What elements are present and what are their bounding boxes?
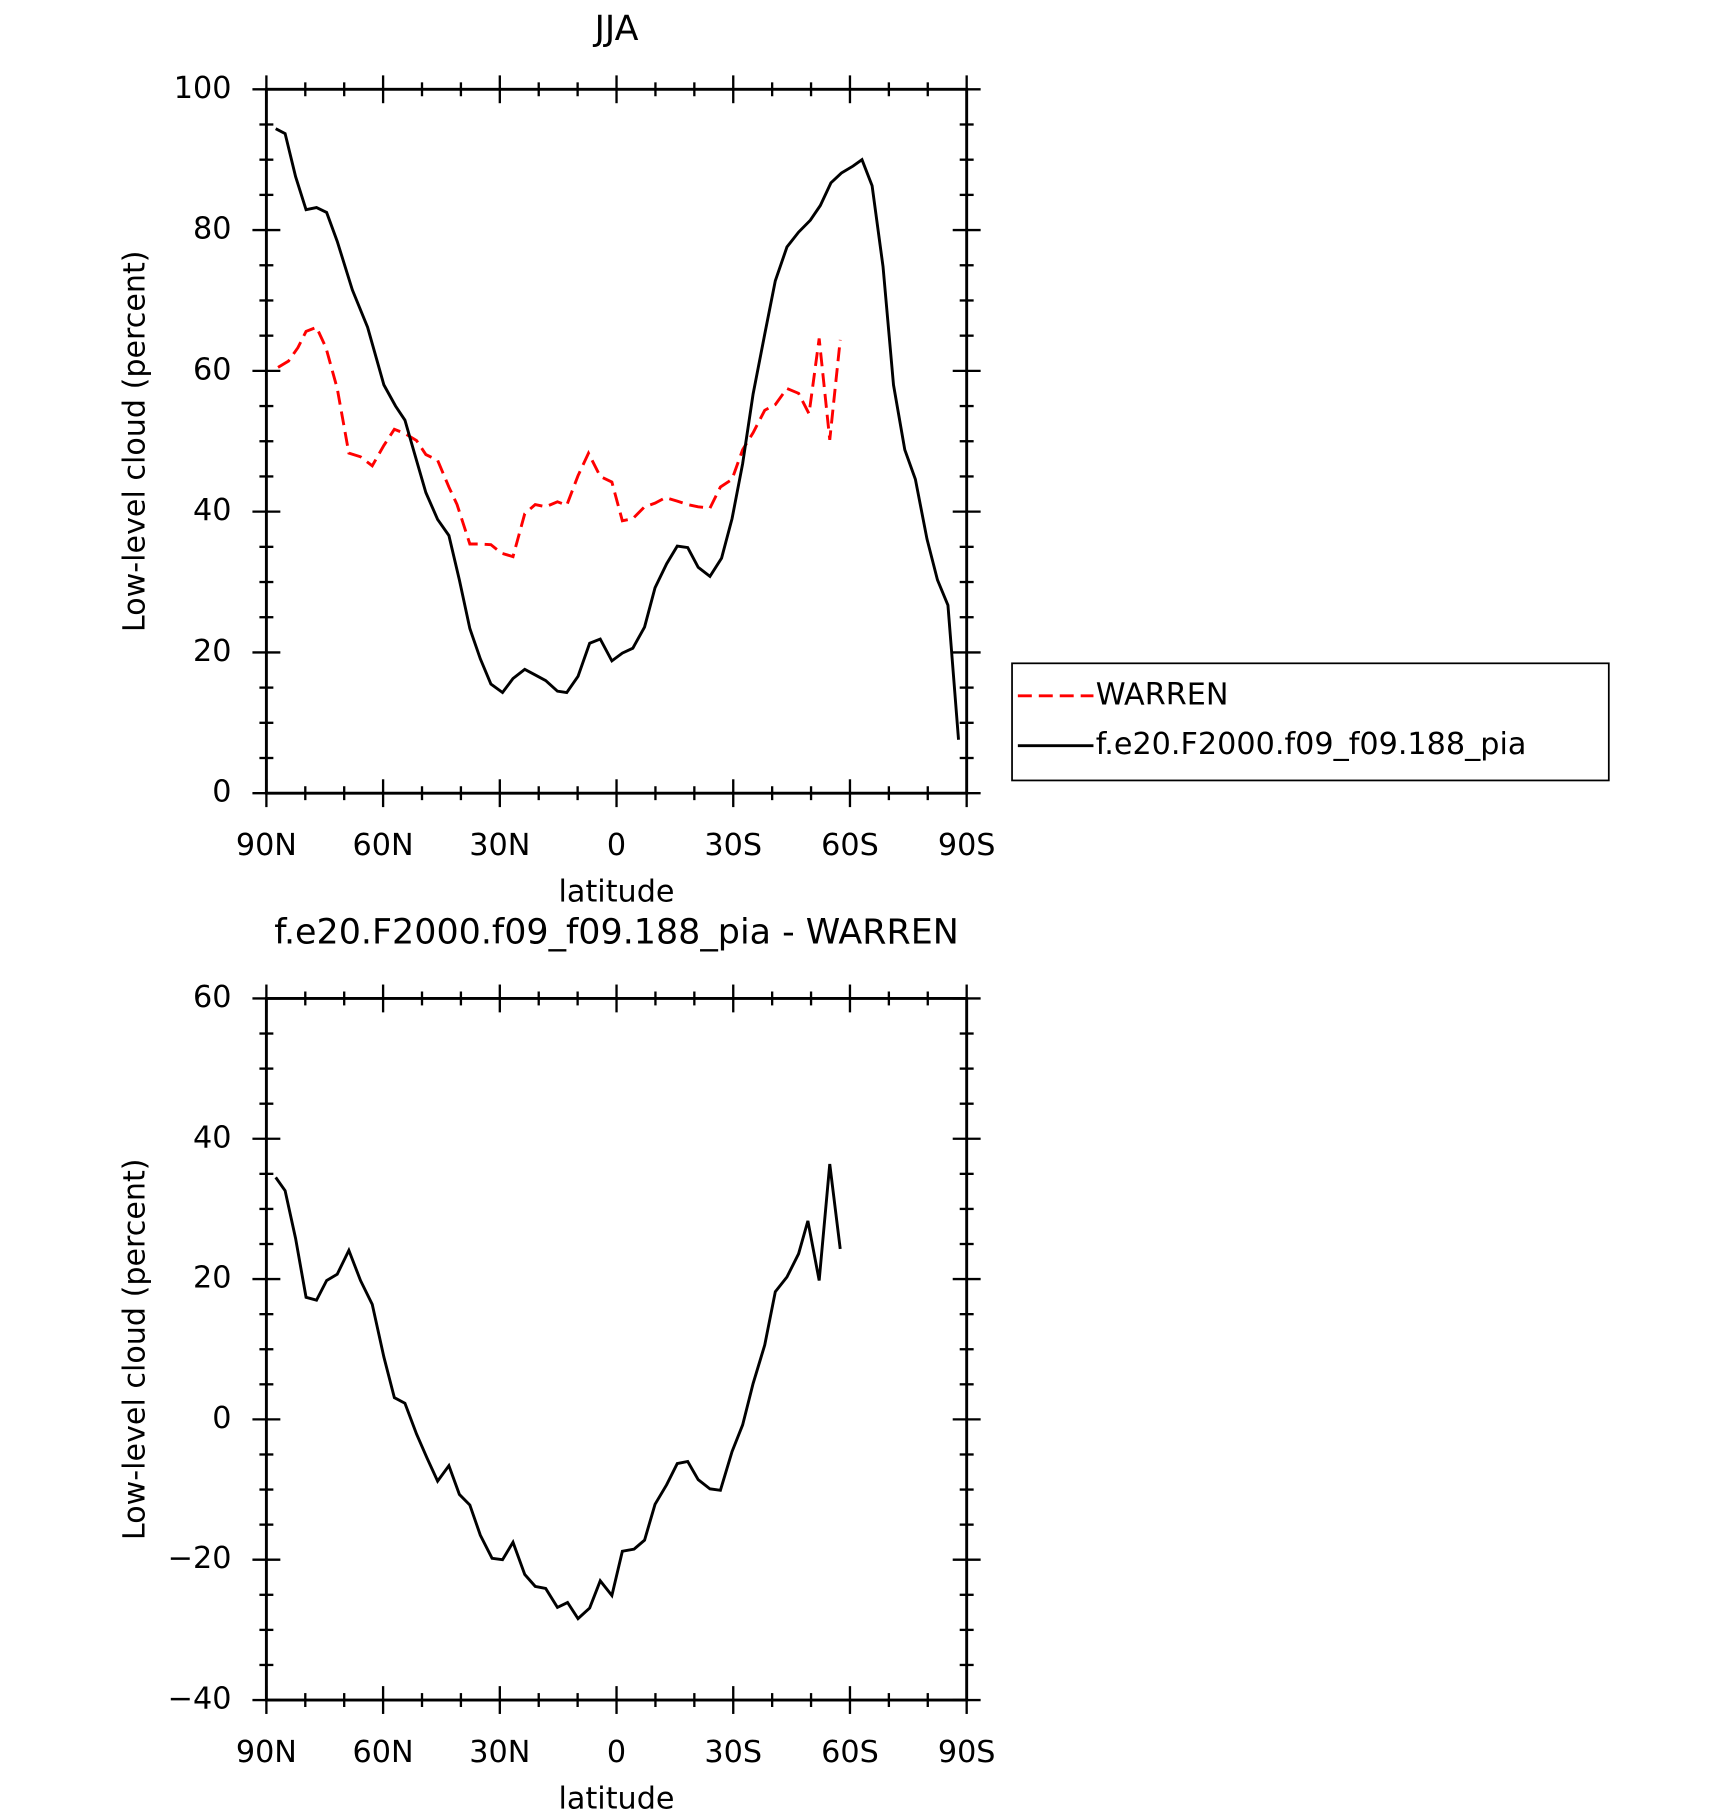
y-tick-label: −40	[168, 1682, 232, 1717]
x-axis-label: latitude	[559, 1781, 675, 1816]
y-tick-label: 0	[212, 1401, 231, 1436]
x-tick-label: 90S	[938, 828, 996, 863]
plot-frame	[264, 87, 969, 795]
y-tick-label: 60	[193, 352, 231, 387]
x-tick-label: 30S	[704, 828, 762, 863]
y-tick-label: 40	[193, 1120, 231, 1155]
x-tick-label: 90S	[938, 1735, 996, 1770]
data-line	[275, 127, 960, 740]
x-tick-label: 0	[607, 828, 626, 863]
x-tick-label: 30S	[704, 1735, 762, 1770]
x-tick-label: 60S	[821, 1735, 879, 1770]
y-tick-label: 100	[174, 71, 232, 106]
x-tick-label: 90N	[236, 828, 297, 863]
y-tick-label: −20	[168, 1541, 232, 1576]
data-line	[274, 1163, 842, 1621]
x-tick-label: 60N	[353, 1735, 414, 1770]
x-axis-label: latitude	[559, 874, 675, 909]
chart-title: f.e20.F2000.f09_f09.188_pia - WARREN	[274, 913, 959, 953]
legend-label: f.e20.F2000.f09_f09.188_pia	[1096, 727, 1527, 762]
x-tick-label: 90N	[236, 1735, 297, 1770]
y-axis-label: Low-level cloud (percent)	[118, 250, 153, 632]
x-tick-label: 60N	[353, 828, 414, 863]
y-tick-label: 20	[193, 634, 231, 669]
y-axis-label: Low-level cloud (percent)	[118, 1158, 153, 1540]
x-tick-label: 0	[607, 1735, 626, 1770]
x-tick-label: 30N	[469, 828, 530, 863]
y-tick-label: 80	[193, 212, 231, 247]
legend-label: WARREN	[1096, 677, 1229, 712]
y-tick-label: 60	[193, 980, 231, 1015]
chart-title: JJA	[593, 9, 639, 49]
y-tick-label: 20	[193, 1261, 231, 1296]
y-tick-label: 40	[193, 493, 231, 528]
x-tick-label: 60S	[821, 828, 879, 863]
x-tick-label: 30N	[469, 1735, 530, 1770]
legend-box	[1011, 662, 1610, 782]
data-line	[277, 325, 842, 559]
plot-frame	[264, 997, 969, 1702]
y-tick-label: 0	[212, 775, 231, 810]
